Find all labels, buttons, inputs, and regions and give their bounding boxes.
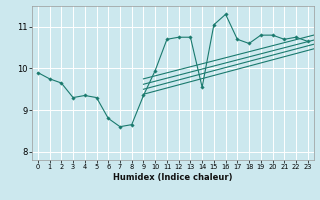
X-axis label: Humidex (Indice chaleur): Humidex (Indice chaleur) <box>113 173 233 182</box>
